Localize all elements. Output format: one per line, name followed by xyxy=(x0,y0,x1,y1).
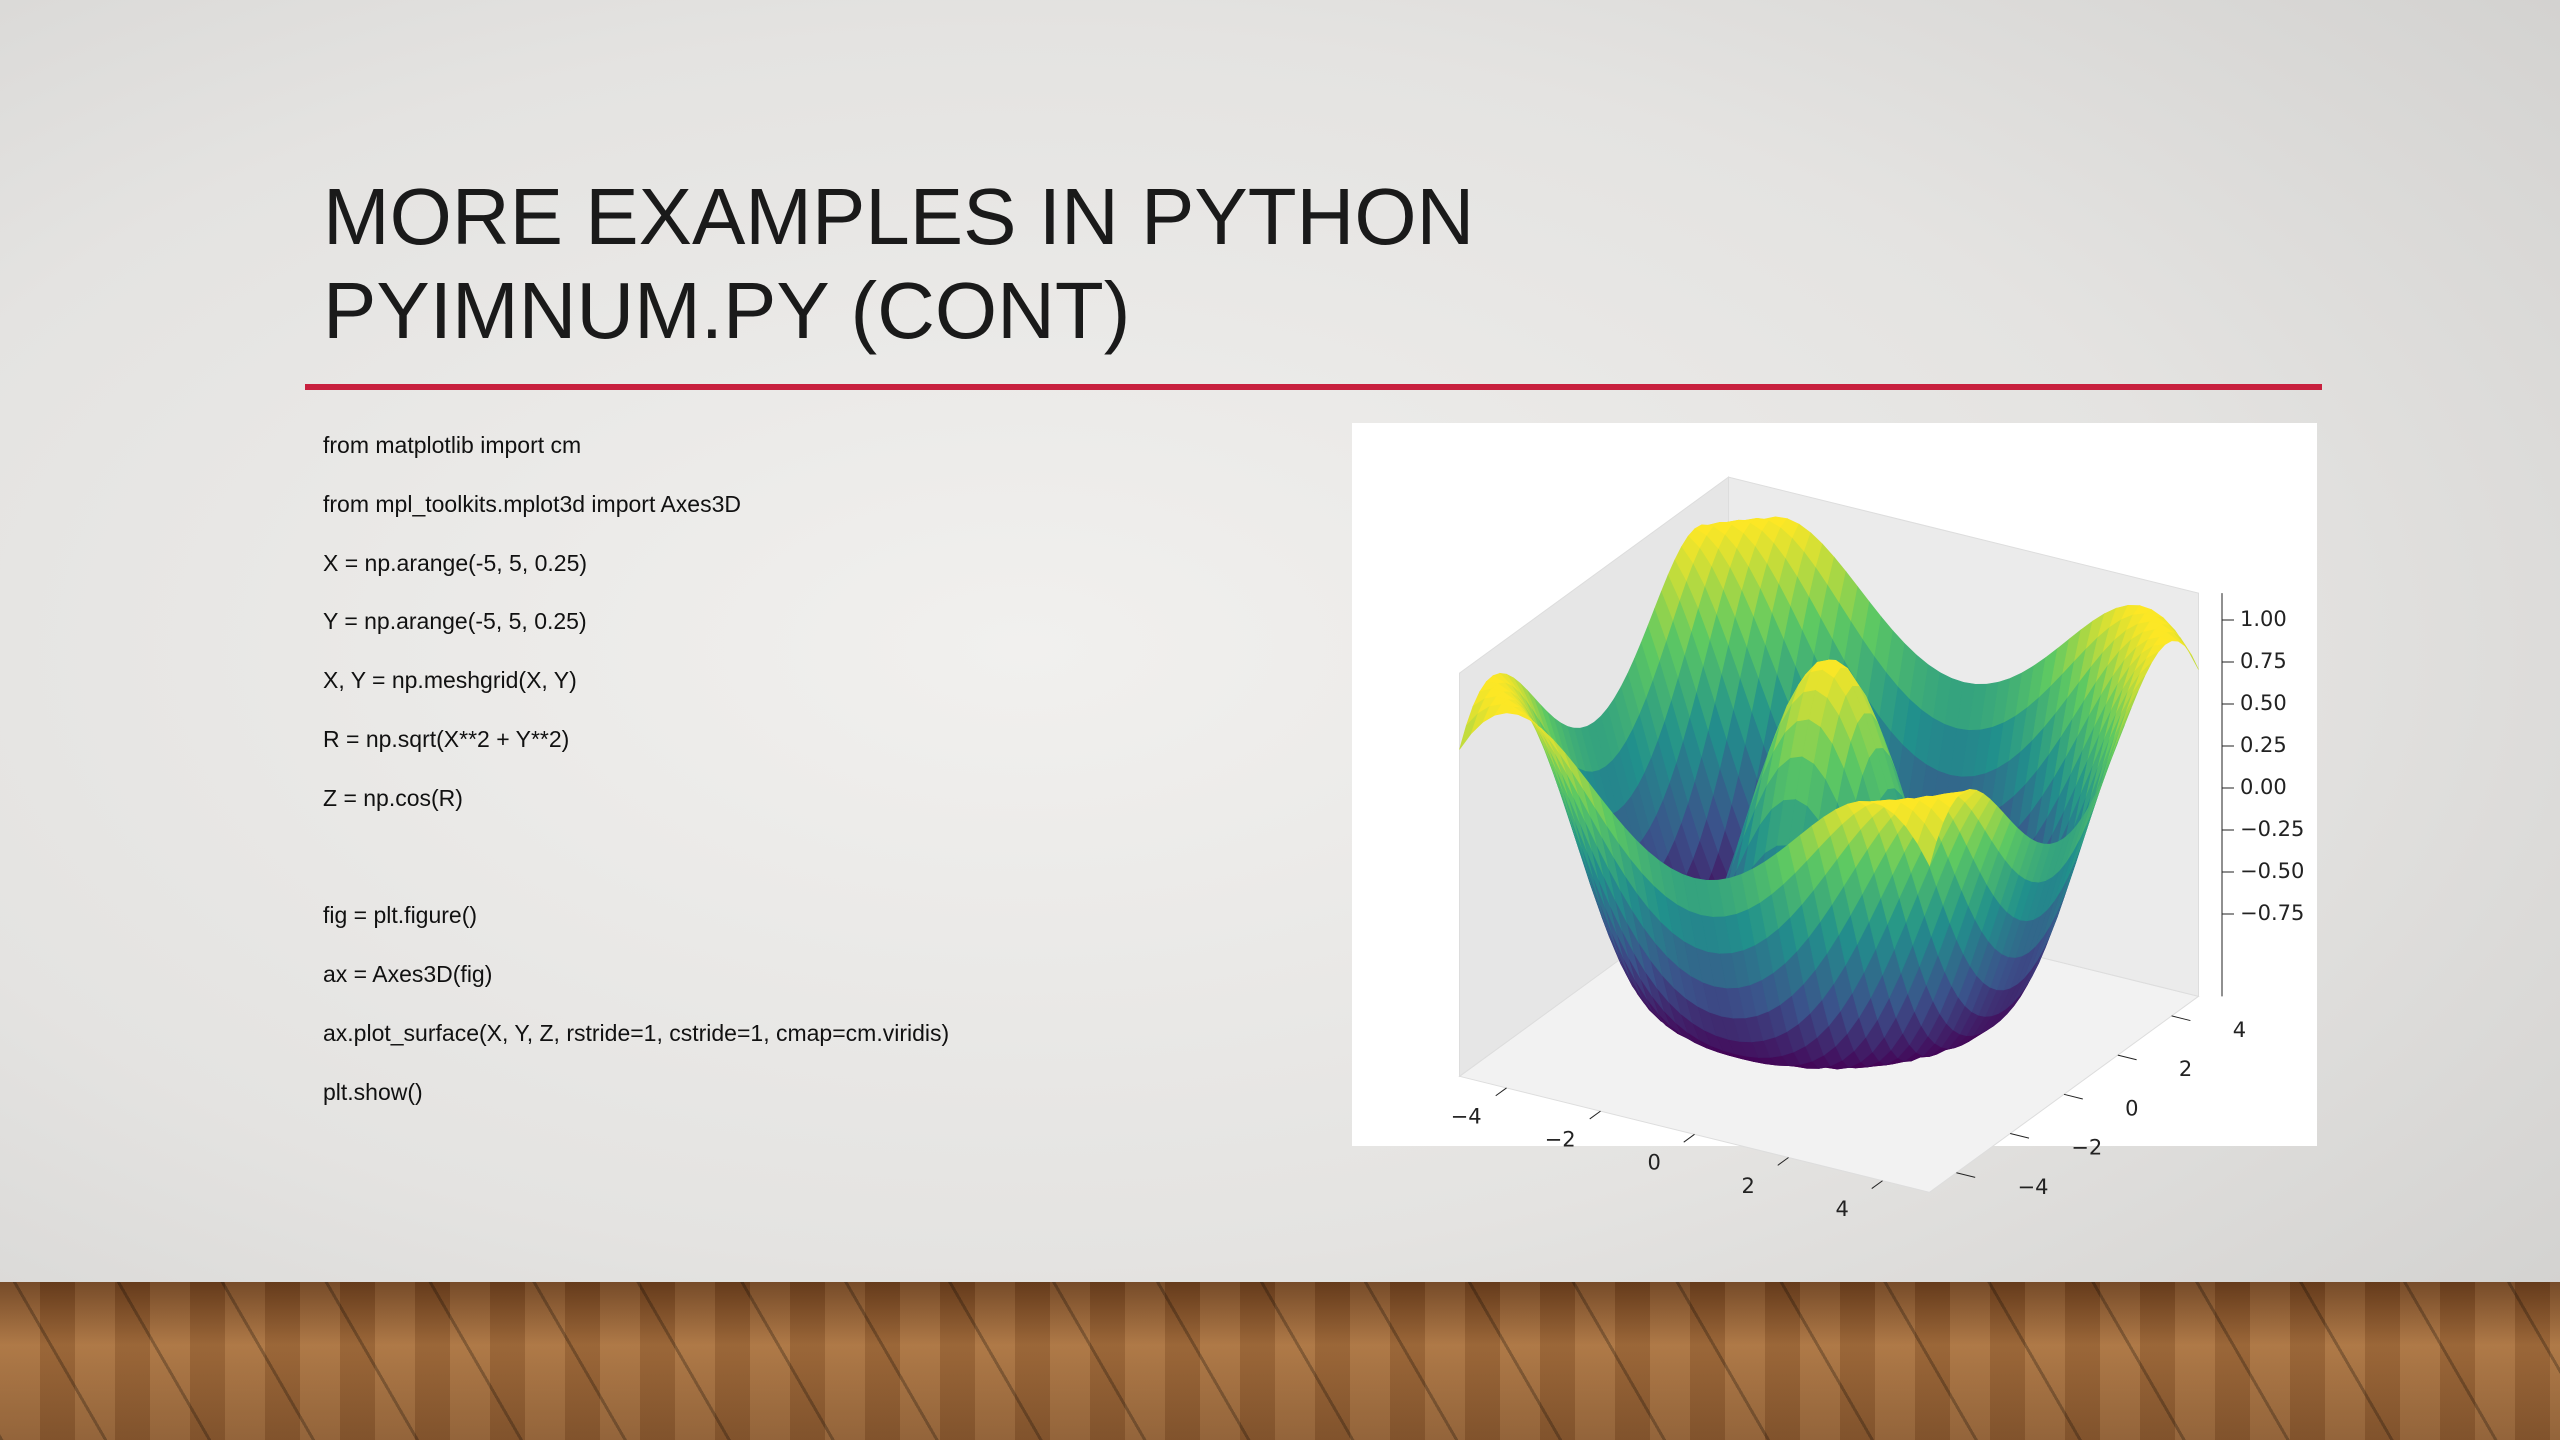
code-line: R = np.sqrt(X**2 + Y**2) xyxy=(323,726,570,752)
z-tick-label: 0.00 xyxy=(2240,775,2287,799)
x-tick-label: −4 xyxy=(1451,1104,1482,1128)
code-line: from mpl_toolkits.mplot3d import Axes3D xyxy=(323,490,741,517)
wood-floor xyxy=(0,1282,2560,1440)
y-tick-label: 2 xyxy=(2179,1057,2192,1081)
x-tick xyxy=(1777,1157,1789,1166)
title-line: PYIMNUM.PY (CONT) xyxy=(323,266,1131,355)
x-tick-label: 2 xyxy=(1741,1174,1754,1198)
y-tick-label: 4 xyxy=(2233,1018,2246,1042)
y-tick xyxy=(1956,1172,1976,1178)
z-tick-label: 0.25 xyxy=(2240,733,2287,757)
code-line: ax.plot_surface(X, Y, Z, rstride=1, cstr… xyxy=(323,1020,950,1046)
slide-title: MORE EXAMPLES IN PYTHON PYIMNUM.PY (CONT… xyxy=(323,170,1474,358)
z-tick-label: −0.75 xyxy=(2240,901,2304,925)
y-tick-label: −4 xyxy=(2018,1175,2049,1199)
x-tick xyxy=(1871,1180,1883,1189)
code-line: plt.show() xyxy=(323,1078,423,1105)
x-tick xyxy=(1495,1087,1507,1097)
x-tick-label: 0 xyxy=(1647,1151,1660,1175)
z-tick-label: 1.00 xyxy=(2240,607,2287,631)
y-tick-label: −2 xyxy=(2071,1136,2102,1160)
z-tick-label: −0.25 xyxy=(2240,817,2304,841)
code-line: ax = Axes3D(fig) xyxy=(323,961,493,988)
x-tick-label: 4 xyxy=(1835,1197,1848,1221)
code-line: Y = np.arange(-5, 5, 0.25) xyxy=(323,608,587,635)
y-tick-label: 0 xyxy=(2125,1096,2138,1120)
x-tick xyxy=(1589,1110,1601,1120)
y-tick xyxy=(2063,1093,2083,1100)
title-rule xyxy=(305,384,2322,390)
surface-patch xyxy=(1917,823,1937,867)
z-tick-label: 0.75 xyxy=(2240,649,2287,673)
code-line: fig = plt.figure() xyxy=(323,902,478,929)
z-tick-label: 0.50 xyxy=(2240,691,2287,715)
y-tick xyxy=(2171,1015,2191,1022)
y-tick xyxy=(2117,1054,2137,1061)
code-line: X = np.arange(-5, 5, 0.25) xyxy=(323,549,588,576)
code-line: from matplotlib import cm xyxy=(323,432,582,458)
z-tick-label: −0.50 xyxy=(2240,859,2304,883)
x-tick xyxy=(1683,1133,1695,1143)
code-line: X, Y = np.meshgrid(X, Y) xyxy=(323,667,577,694)
code-line: Z = np.cos(R) xyxy=(323,784,463,811)
title-line: MORE EXAMPLES IN PYTHON xyxy=(323,172,1475,261)
y-tick xyxy=(2010,1133,2030,1139)
x-tick-label: −2 xyxy=(1545,1128,1576,1152)
